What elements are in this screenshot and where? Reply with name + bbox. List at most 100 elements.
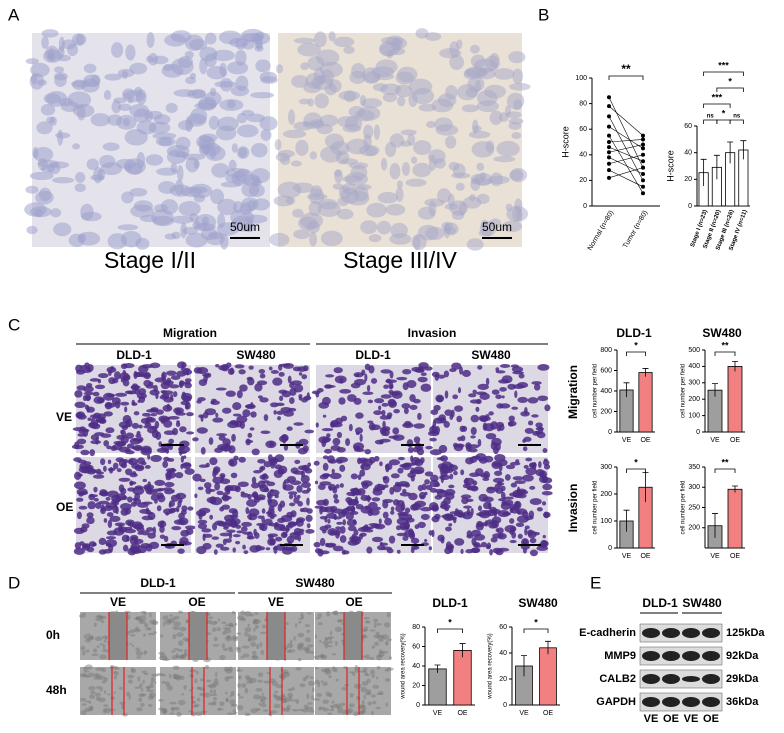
texture (373, 523, 386, 530)
texture (267, 537, 276, 546)
texture (141, 412, 151, 417)
error-bar (732, 485, 738, 493)
texture (258, 546, 266, 551)
texture (227, 61, 249, 75)
y-tick-label: 40 (579, 152, 587, 159)
texture (244, 675, 251, 680)
texture (288, 649, 296, 653)
texture (405, 178, 427, 187)
y-tick-label: 40 (499, 650, 507, 657)
texture (495, 367, 500, 372)
row-label: Invasion (566, 484, 580, 533)
texture (417, 521, 426, 529)
texture (406, 439, 414, 448)
texture (102, 708, 107, 714)
texture (173, 647, 180, 651)
texture (290, 699, 297, 702)
texture (198, 513, 206, 517)
texture (373, 641, 379, 646)
texture (244, 214, 268, 224)
x-tick-label: OE (640, 437, 650, 444)
texture (198, 96, 217, 111)
texture (375, 506, 382, 510)
texture (87, 364, 94, 372)
texture (108, 544, 114, 552)
texture (455, 182, 465, 191)
texture (287, 688, 293, 692)
texture (510, 168, 528, 183)
error-bar (623, 509, 630, 532)
texture (296, 494, 301, 499)
texture (147, 695, 154, 700)
texture (298, 216, 318, 231)
texture (148, 628, 152, 631)
texture (50, 208, 62, 218)
texture (185, 157, 200, 173)
x-tick-label: Normal (n=80) (587, 209, 616, 251)
texture (334, 626, 343, 632)
texture (198, 464, 209, 468)
texture (366, 678, 371, 683)
texture (244, 631, 248, 637)
texture (38, 187, 52, 202)
texture (332, 545, 344, 552)
texture (356, 696, 361, 700)
texture (41, 29, 59, 38)
texture (505, 111, 522, 119)
texture (86, 546, 95, 553)
texture (226, 362, 232, 368)
texture (206, 496, 217, 504)
texture (313, 31, 327, 48)
texture (366, 689, 372, 694)
texture (239, 384, 248, 392)
texture (133, 411, 140, 416)
texture (345, 438, 351, 446)
texture (185, 528, 194, 536)
y-tick-label: 100 (688, 412, 700, 419)
texture (454, 443, 465, 448)
texture (173, 519, 186, 525)
texture (359, 710, 364, 716)
texture (316, 693, 323, 697)
texture (224, 691, 228, 695)
texture (102, 142, 120, 152)
texture (290, 510, 297, 518)
texture (112, 378, 119, 384)
point (641, 184, 645, 189)
texture (364, 448, 372, 455)
texture (120, 508, 129, 516)
texture (410, 455, 414, 462)
texture (295, 667, 302, 671)
texture (93, 622, 97, 627)
texture (290, 160, 302, 167)
texture (116, 114, 137, 130)
texture (90, 423, 101, 430)
texture (143, 425, 153, 429)
pair-line (608, 144, 644, 153)
texture (517, 382, 529, 389)
texture (262, 709, 269, 712)
texture (353, 397, 362, 405)
texture (398, 512, 409, 521)
texture (94, 636, 103, 642)
pair-line (608, 97, 644, 168)
texture (508, 415, 515, 422)
point (641, 152, 645, 157)
texture (511, 132, 522, 139)
texture (250, 411, 257, 418)
texture (453, 470, 458, 476)
texture (196, 399, 202, 404)
texture (339, 535, 347, 543)
texture (129, 480, 134, 487)
texture (407, 133, 416, 146)
texture (390, 506, 395, 512)
texture (305, 514, 313, 522)
texture (477, 438, 482, 447)
texture (517, 396, 529, 404)
x-tick-label: OE (730, 437, 740, 444)
texture (237, 693, 241, 697)
texture (372, 700, 377, 705)
texture (143, 672, 149, 676)
texture (378, 405, 382, 411)
texture (241, 109, 255, 117)
